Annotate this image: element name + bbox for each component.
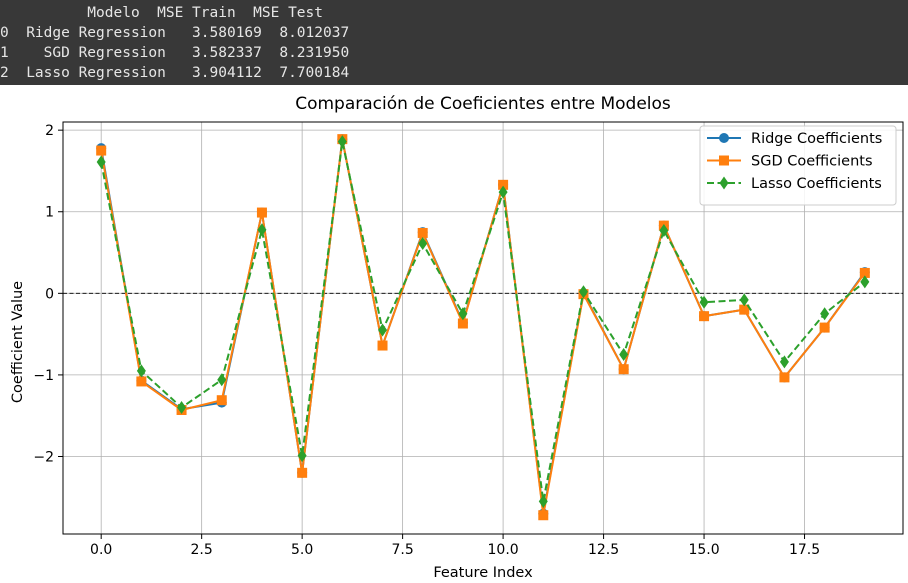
y-tick-label: 2 bbox=[45, 123, 54, 139]
legend-box bbox=[699, 125, 897, 206]
sgd-data-point bbox=[859, 267, 870, 278]
lasso-data-point bbox=[337, 135, 347, 149]
lasso-series bbox=[96, 135, 870, 508]
console-table-row: 1 SGD Regression 3.582337 8.231950 bbox=[0, 45, 350, 61]
y-tick-label: 0 bbox=[45, 286, 54, 302]
sgd-data-point bbox=[457, 318, 468, 329]
console-table-header: Modelo MSE Train MSE Test bbox=[0, 5, 324, 21]
lasso-data-point bbox=[779, 355, 789, 369]
series-layer bbox=[96, 134, 870, 521]
lasso-data-point bbox=[659, 224, 669, 238]
lasso-data-point bbox=[217, 373, 227, 387]
lasso-data-point bbox=[297, 449, 307, 463]
lasso-data-point bbox=[820, 307, 830, 321]
console-output: Modelo MSE Train MSE Test 0 Ridge Regres… bbox=[0, 0, 908, 85]
lasso-data-point bbox=[418, 237, 428, 251]
sgd-data-point bbox=[699, 311, 710, 322]
x-tick-label: 7.5 bbox=[391, 542, 413, 558]
legend: Ridge Coefficients SGD Coefficients Lasso … bbox=[699, 125, 897, 206]
lasso-data-point bbox=[578, 285, 588, 299]
ridge-legend-marker bbox=[719, 133, 729, 143]
sgd-legend-label: SGD Coefficients bbox=[751, 154, 873, 170]
lasso-data-point bbox=[860, 275, 870, 289]
x-tick-label: 12.5 bbox=[588, 542, 619, 558]
chart-title: Comparación de Coeficientes entre Modelo… bbox=[295, 94, 671, 114]
sgd-data-point bbox=[136, 376, 147, 387]
lasso-data-point bbox=[136, 364, 146, 378]
x-tick-label: 15.0 bbox=[688, 542, 719, 558]
y-tick-label: −1 bbox=[33, 368, 54, 384]
lasso-data-point bbox=[739, 293, 749, 307]
console-table-row: 2 Lasso Regression 3.904112 7.700184 bbox=[0, 65, 350, 81]
sgd-data-point bbox=[538, 510, 549, 521]
lasso-data-point bbox=[257, 223, 267, 237]
lasso-data-point bbox=[619, 348, 629, 362]
lasso-legend-label: Lasso Coefficients bbox=[751, 176, 882, 192]
lasso-data-point bbox=[538, 494, 548, 508]
x-tick-label: 0.0 bbox=[90, 542, 112, 558]
coefficient-comparison-chart: Comparación de Coeficientes entre Modelo… bbox=[10, 94, 904, 581]
sgd-data-point bbox=[819, 322, 830, 333]
lasso-series-line bbox=[100, 141, 866, 502]
sgd-data-point bbox=[779, 372, 790, 383]
x-tick-label: 10.0 bbox=[488, 542, 519, 558]
lasso-data-point bbox=[378, 323, 388, 337]
plot-frame bbox=[62, 121, 904, 535]
y-axis-label: Coefficient Value bbox=[10, 281, 26, 403]
sgd-data-point bbox=[377, 340, 388, 351]
sgd-legend-marker bbox=[719, 155, 729, 166]
sgd-data-point bbox=[739, 304, 750, 315]
x-tick-label: 5.0 bbox=[291, 542, 313, 558]
sgd-data-point bbox=[618, 364, 629, 375]
sgd-data-point bbox=[256, 207, 267, 218]
lasso-data-point bbox=[96, 155, 106, 169]
y-tick-label: −2 bbox=[33, 449, 54, 465]
axis-ticks: 0.0 2.5 5.0 7.5 10.0 12.5 15.0 17.5 −2 −1 0 1 2 bbox=[33, 123, 820, 558]
x-tick-label: 17.5 bbox=[789, 542, 820, 558]
lasso-data-point bbox=[177, 401, 187, 415]
sgd-data-point bbox=[96, 145, 107, 156]
lasso-data-point bbox=[699, 295, 709, 309]
sgd-data-point bbox=[417, 227, 428, 238]
lasso-data-point bbox=[498, 185, 508, 199]
x-tick-label: 2.5 bbox=[191, 542, 213, 558]
sgd-data-point bbox=[297, 467, 308, 478]
sgd-data-point bbox=[216, 395, 227, 406]
console-table-row: 0 Ridge Regression 3.580169 8.012037 bbox=[0, 25, 350, 41]
lasso-data-point bbox=[458, 307, 468, 321]
sgd-data-point bbox=[498, 179, 509, 190]
lasso-legend-marker bbox=[719, 176, 729, 190]
y-tick-label: 1 bbox=[45, 205, 54, 221]
x-axis-label: Feature Index bbox=[433, 565, 533, 581]
ridge-legend-label: Ridge Coefficients bbox=[751, 131, 882, 147]
